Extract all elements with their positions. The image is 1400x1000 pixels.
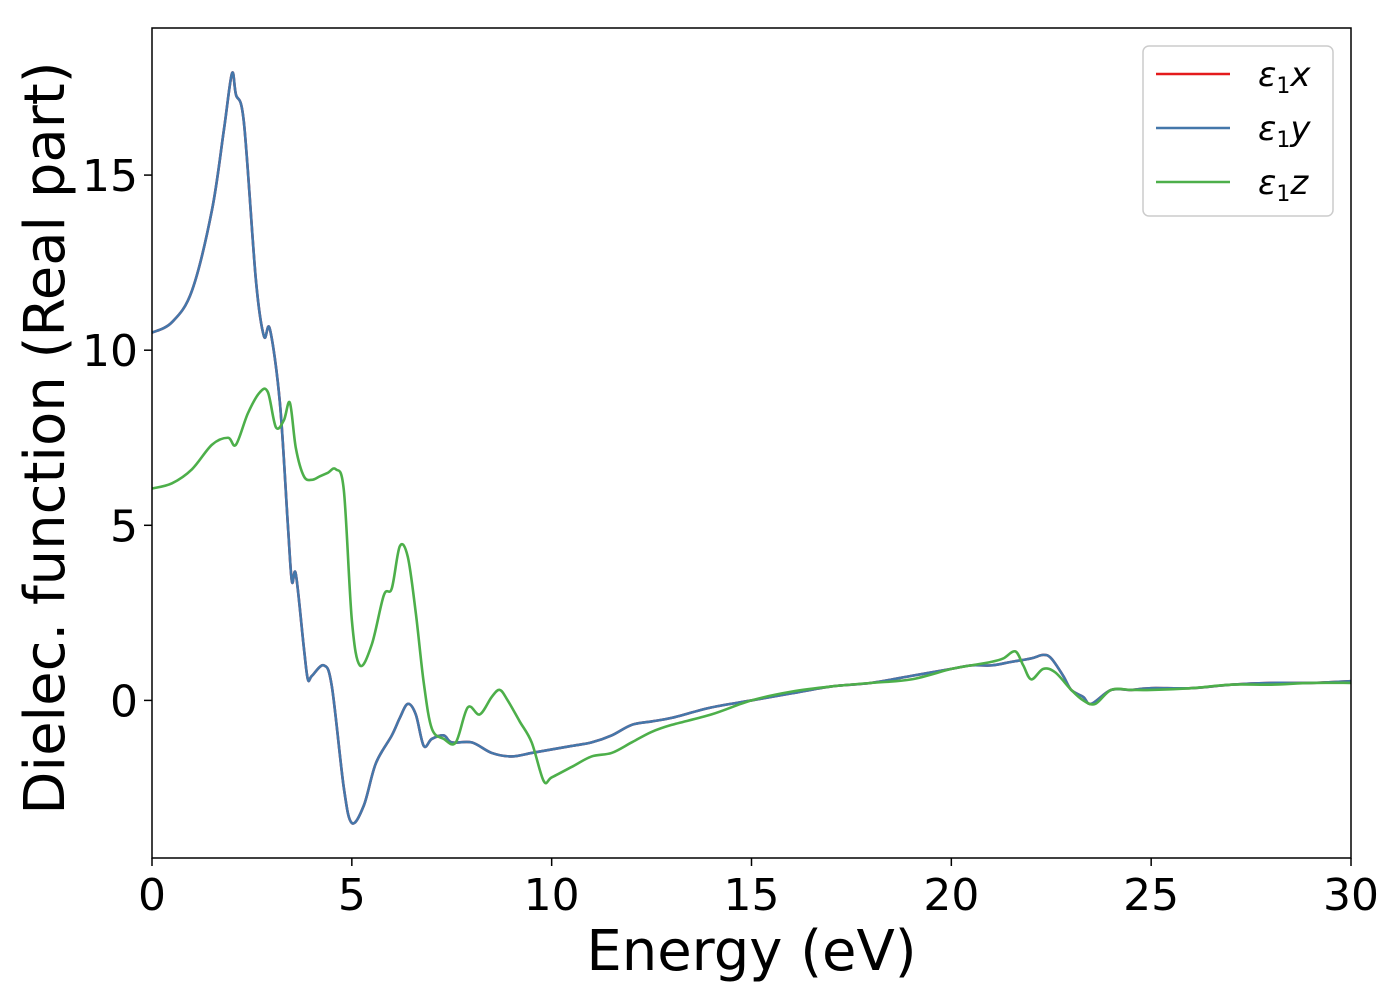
x-axis-label: Energy (eV): [586, 919, 916, 984]
series-lines: [151, 71, 1352, 825]
x-tick-label: 15: [724, 870, 780, 921]
legend-label-z: ε1z: [1258, 163, 1309, 207]
y-tick-label: 0: [110, 676, 138, 727]
series-line-y: [151, 71, 1352, 825]
y-axis-label: Dielec. function (Real part): [13, 61, 78, 814]
legend-label-x: ε1x: [1258, 55, 1311, 99]
legend: ε1x ε1y ε1z: [1142, 45, 1334, 217]
axis-ticks: 0 5 10 15 20 25 30 0 5 10 15: [82, 151, 1379, 921]
x-tick-label: 30: [1323, 870, 1379, 921]
series-line-z: [151, 387, 1352, 785]
x-tick-label: 0: [138, 870, 166, 921]
x-tick-label: 5: [338, 870, 366, 921]
legend-label-y: ε1y: [1258, 109, 1311, 153]
x-tick-label: 25: [1123, 870, 1179, 921]
y-tick-label: 15: [82, 151, 138, 202]
y-tick-label: 5: [110, 501, 138, 552]
x-tick-label: 10: [524, 870, 580, 921]
legend-box: [1142, 45, 1334, 217]
x-tick-label: 20: [923, 870, 979, 921]
y-tick-label: 10: [82, 326, 138, 377]
